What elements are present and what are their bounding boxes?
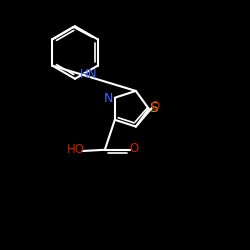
Text: HO: HO [67, 143, 85, 156]
Text: S: S [149, 100, 158, 114]
Text: N: N [104, 92, 113, 106]
Text: O: O [150, 100, 160, 113]
Text: HN: HN [80, 68, 98, 81]
Text: O: O [129, 142, 138, 155]
